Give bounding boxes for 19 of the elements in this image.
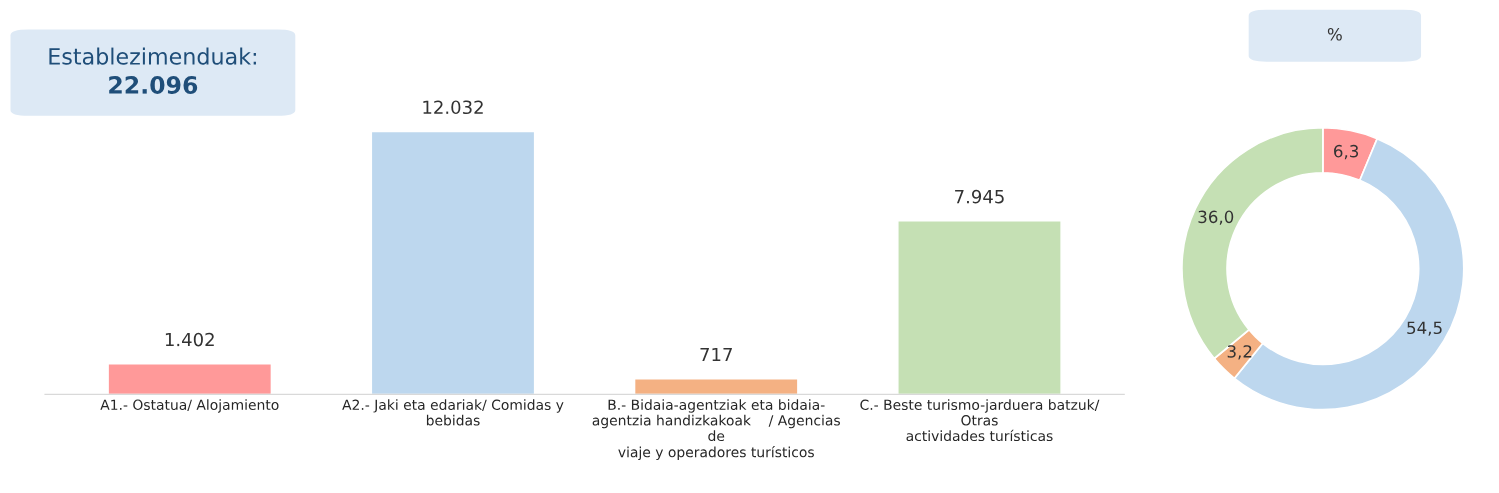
bar [370,130,536,395]
x-tick-label: B.- Bidaia-agentziak eta bidaia- agentzia handizkakoak / Agencias de viaje y operadores turísticos [592,399,840,461]
data-label: 3,2 [1227,345,1252,360]
chart-subtitle: 22.096 [109,76,198,94]
data-label: 7.945 [955,189,1004,204]
bar [633,378,799,395]
x-tick-label: A1.- Ostatua/ Alojamiento [100,399,279,413]
chart-title: Establezimenduak: [49,47,256,65]
data-label: 54,5 [1407,321,1442,336]
data-label: 1.402 [165,332,214,347]
data-label: 36,0 [1198,210,1234,225]
x-tick-label: A2.- Jaki eta edariak/ Comidas y bebidas [342,399,564,426]
data-label: 6,3 [1334,144,1359,160]
data-label: 717 [700,347,732,362]
data-label: 12.032 [423,100,483,115]
bar [107,363,273,395]
x-tick-label: C.- Beste turismo-jarduera batzuk/ Otras actividades turísticas [860,399,1100,442]
bar [897,220,1062,395]
chart-title: % [1327,27,1342,41]
